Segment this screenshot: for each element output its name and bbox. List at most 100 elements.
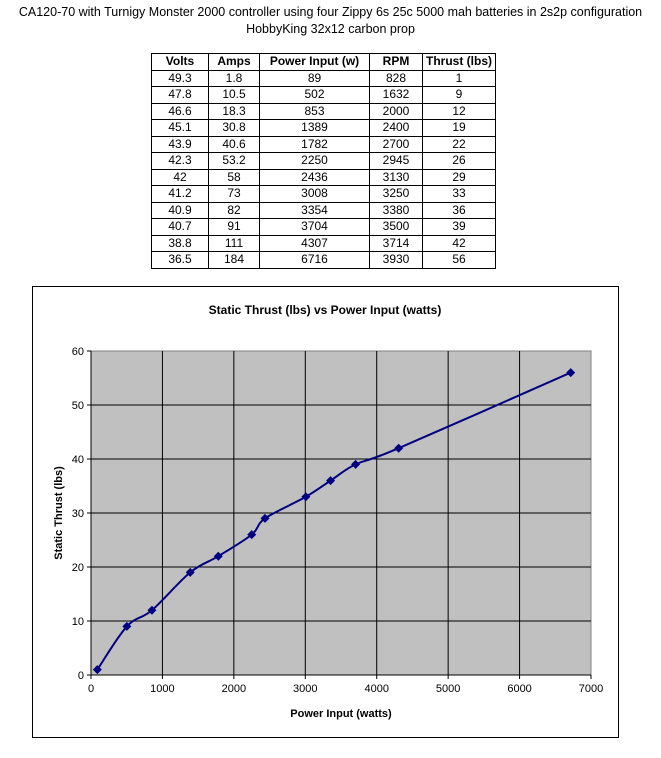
y-tick-label: 30 [72,508,84,520]
data-series [92,368,576,675]
table-cell: 111 [208,234,260,252]
table-cell: 2000 [369,102,423,120]
table-row: 47.8 10.5 502 1632 9 [151,86,496,104]
table-row: 41.2 73 3008 3250 33 [151,185,496,203]
x-tick-label: 5000 [436,683,460,695]
table-cell: 19 [422,119,496,137]
x-tick-label: 7000 [579,683,603,695]
table-cell: 58 [208,168,260,186]
gridlines [91,351,591,675]
data-point [351,459,361,469]
x-tick-label: 3000 [293,683,317,695]
x-tick-label: 6000 [507,683,531,695]
table-cell: 9 [422,86,496,104]
table-header-row: Volts Amps Power Input (w) RPM Thrust (l… [151,53,496,71]
data-point [213,551,223,561]
table-cell: 3714 [369,234,423,252]
x-tick-label: 4000 [364,683,388,695]
table-cell: 38.8 [151,234,209,252]
table-cell: 3704 [259,218,370,236]
table-row: 46.6 18.3 853 2000 12 [151,102,496,120]
table-cell: 40.7 [151,218,209,236]
data-point [247,530,257,540]
table-cell: 82 [208,201,260,219]
table-cell: 47.8 [151,86,209,104]
table-cell: 6716 [259,251,370,269]
table-cell: 36 [422,201,496,219]
y-tick-label: 60 [72,346,84,358]
column-header: Power Input (w) [259,53,370,71]
table-cell: 41.2 [151,185,209,203]
y-tick-label: 50 [72,400,84,412]
data-point [260,513,270,523]
table-cell: 1 [422,69,496,87]
table-cell: 42.3 [151,152,209,170]
table-row: 49.3 1.8 89 828 1 [151,69,496,87]
y-tick-label: 40 [72,454,84,466]
chart-area: Static Thrust (lbs) vs Power Input (watt… [32,286,619,738]
table-cell: 184 [208,251,260,269]
table-cell: 42 [422,234,496,252]
y-tick-label: 20 [72,562,84,574]
table-cell: 30.8 [208,119,260,137]
table-cell: 3500 [369,218,423,236]
table-row: 36.5 184 6716 3930 56 [151,251,496,269]
y-tick-label: 10 [72,616,84,628]
column-header: Volts [151,53,209,71]
table-row: 42.3 53.2 2250 2945 26 [151,152,496,170]
data-point [566,368,576,378]
header-subtitle: HobbyKing 32x12 carbon prop [246,22,415,36]
table-cell: 56 [422,251,496,269]
table-cell: 3008 [259,185,370,203]
table-cell: 53.2 [208,152,260,170]
data-point [185,567,195,577]
column-header: Thrust (lbs) [422,53,496,71]
table-row: 42 58 2436 3130 29 [151,168,496,186]
table-cell: 1632 [369,86,423,104]
table-cell: 45.1 [151,119,209,137]
data-table: Volts Amps Power Input (w) RPM Thrust (l… [151,53,496,269]
x-tick-label: 0 [88,683,94,695]
table-cell: 29 [422,168,496,186]
table-cell: 1389 [259,119,370,137]
table-cell: 91 [208,218,260,236]
table-cell: 828 [369,69,423,87]
table-row: 40.9 82 3354 3380 36 [151,201,496,219]
x-axis-label: Power Input (watts) [290,708,392,720]
table-cell: 502 [259,86,370,104]
table-cell: 3930 [369,251,423,269]
x-tick-label: 1000 [150,683,174,695]
table-row: 45.1 30.8 1389 2400 19 [151,119,496,137]
chart-svg: Static Thrust (lbs) vs Power Input (watt… [53,303,603,720]
x-tick-label: 2000 [222,683,246,695]
table-cell: 4307 [259,234,370,252]
table-cell: 40.9 [151,201,209,219]
table-cell: 3130 [369,168,423,186]
table-cell: 3250 [369,185,423,203]
table-cell: 3354 [259,201,370,219]
table-cell: 2250 [259,152,370,170]
table-row: 43.9 40.6 1782 2700 22 [151,135,496,153]
table-cell: 36.5 [151,251,209,269]
table-cell: 26 [422,152,496,170]
table-cell: 49.3 [151,69,209,87]
axes: 0 10 20 30 40 50 60 0 1000 2000 3000 4000 5000 6000 70… [72,346,603,695]
table-cell: 40.6 [208,135,260,153]
table-cell: 46.6 [151,102,209,120]
table-cell: 2400 [369,119,423,137]
table-cell: 73 [208,185,260,203]
header-title: CA120-70 with Turnigy Monster 2000 contr… [18,5,643,19]
y-tick-label: 0 [78,670,84,682]
table-cell: 39 [422,218,496,236]
table-cell: 89 [259,69,370,87]
y-axis-label: Static Thrust (lbs) [53,466,65,560]
table-cell: 2700 [369,135,423,153]
table-cell: 12 [422,102,496,120]
table-cell: 2436 [259,168,370,186]
table-cell: 22 [422,135,496,153]
table-cell: 18.3 [208,102,260,120]
data-point [301,492,311,502]
table-row: 40.7 91 3704 3500 39 [151,218,496,236]
table-cell: 1782 [259,135,370,153]
table-cell: 42 [151,168,209,186]
